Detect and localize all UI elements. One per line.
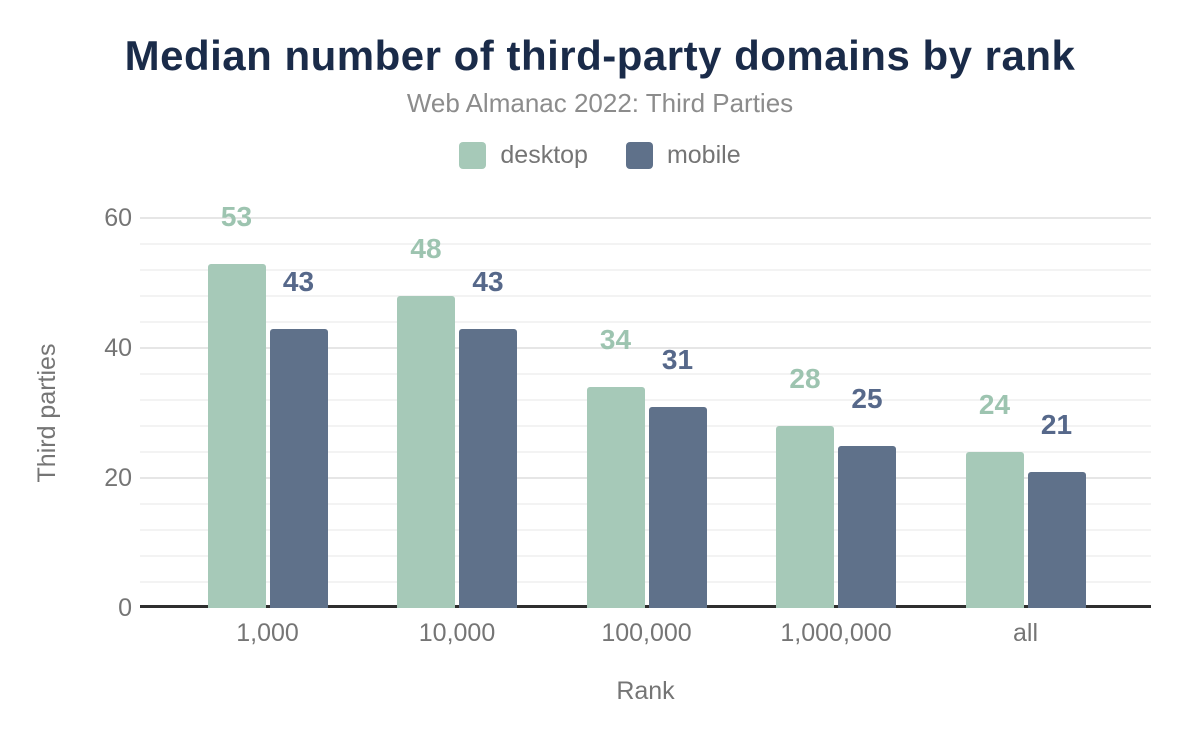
gridline-minor-28 bbox=[140, 425, 1151, 427]
gridline-major-60 bbox=[140, 217, 1151, 219]
gridline-minor-44 bbox=[140, 321, 1151, 323]
y-tick-40: 40 bbox=[104, 334, 132, 362]
y-tick-60: 60 bbox=[104, 204, 132, 232]
bar-value-label-desktop-10,000: 48 bbox=[410, 233, 442, 264]
gridline-major-40 bbox=[140, 347, 1151, 349]
bar-mobile-100,000 bbox=[648, 406, 707, 608]
legend-label-mobile: mobile bbox=[666, 140, 741, 169]
gridline-minor-12 bbox=[140, 529, 1151, 531]
x-axis-line bbox=[140, 605, 1151, 608]
x-tick-1,000: 1,000 bbox=[236, 619, 299, 647]
legend-swatch-mobile-icon bbox=[625, 141, 653, 169]
legend-swatch-desktop-icon bbox=[459, 141, 487, 169]
gridline-minor-48 bbox=[140, 295, 1151, 297]
legend-item-mobile: mobile bbox=[625, 140, 741, 170]
gridline-minor-4 bbox=[140, 581, 1151, 583]
gridline-major-20 bbox=[140, 477, 1151, 479]
x-tick-100,000: 100,000 bbox=[601, 619, 692, 647]
bar-mobile-all bbox=[1027, 471, 1086, 608]
bar-desktop-1,000,000 bbox=[776, 426, 834, 608]
bar-value-label-mobile-1,000: 43 bbox=[282, 265, 315, 297]
bar-value-label-desktop-1,000,000: 28 bbox=[789, 363, 821, 394]
bar-value-label-mobile-1,000,000: 25 bbox=[851, 382, 883, 414]
bar-desktop-100,000 bbox=[586, 387, 645, 608]
y-tick-0: 0 bbox=[118, 594, 132, 622]
bar-desktop-10,000 bbox=[397, 296, 455, 608]
legend-label-desktop: desktop bbox=[500, 140, 588, 169]
gridline-minor-24 bbox=[140, 451, 1151, 453]
bar-value-label-mobile-100,000: 31 bbox=[661, 343, 694, 375]
gridline-minor-52 bbox=[140, 269, 1151, 271]
bar-mobile-10,000 bbox=[459, 328, 517, 608]
bar-mobile-1,000 bbox=[269, 328, 328, 608]
gridline-minor-56 bbox=[140, 243, 1151, 245]
bar-value-label-mobile-10,000: 43 bbox=[472, 265, 504, 297]
x-tick-1,000,000: 1,000,000 bbox=[780, 619, 892, 647]
x-tick-all: all bbox=[1012, 619, 1038, 647]
legend-item-desktop: desktop bbox=[459, 141, 588, 170]
bar-value-label-desktop-all: 24 bbox=[978, 389, 1011, 420]
bar-desktop-1,000 bbox=[207, 263, 266, 608]
y-tick-20: 20 bbox=[104, 464, 132, 492]
chart-legend: desktop mobile bbox=[0, 140, 1200, 170]
x-tick-10,000: 10,000 bbox=[418, 619, 496, 647]
bar-value-label-desktop-1,000: 53 bbox=[220, 200, 253, 232]
bar-desktop-all bbox=[965, 452, 1024, 608]
bar-value-label-desktop-100,000: 34 bbox=[599, 324, 632, 355]
bar-mobile-1,000,000 bbox=[838, 445, 896, 608]
gridline-minor-8 bbox=[140, 555, 1151, 557]
bar-value-label-mobile-all: 21 bbox=[1040, 408, 1073, 440]
x-axis-title: Rank bbox=[616, 677, 675, 705]
gridline-minor-36 bbox=[140, 373, 1151, 375]
gridline-minor-16 bbox=[140, 503, 1151, 505]
chart-title: Median number of third-party domains by … bbox=[124, 32, 1076, 79]
chart-subtitle: Web Almanac 2022: Third Parties bbox=[406, 88, 794, 118]
gridline-minor-32 bbox=[140, 399, 1151, 401]
